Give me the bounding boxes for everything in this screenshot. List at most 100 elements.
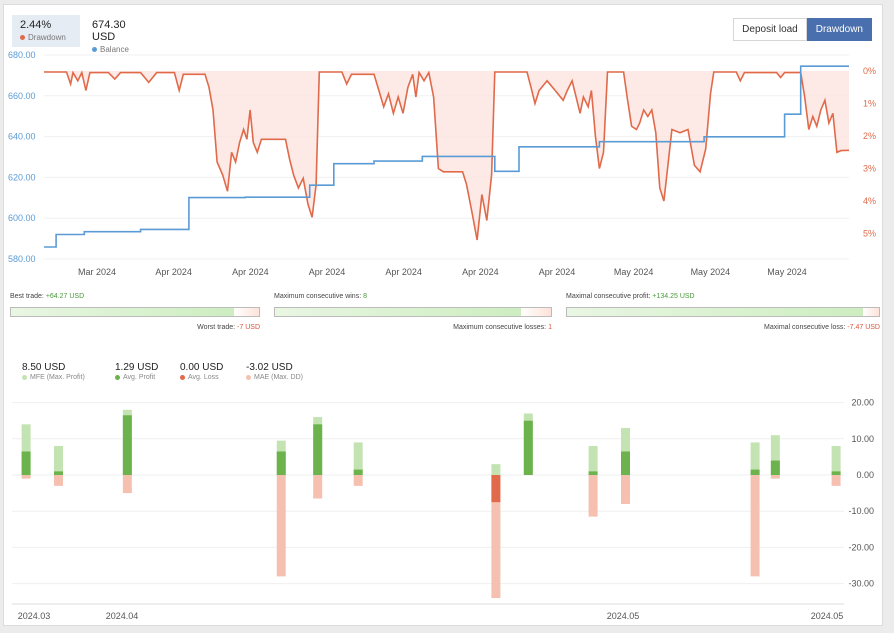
legend-avg-loss-value: 0.00 USD (180, 362, 224, 373)
mfe-bar (21, 424, 31, 475)
max-consec-losses-label: Maximum consecutive losses: (453, 324, 547, 331)
legend-mfe-label: MFE (Max. Profit) (30, 374, 85, 381)
x-axis-tick: Apr 2024 (539, 267, 576, 277)
x-axis-tick: 2024.05 (811, 611, 844, 621)
avg-profit-bar (831, 471, 841, 475)
x-axis-tick: May 2024 (691, 267, 731, 277)
max-consec-profit-label: Maximal consecutive profit: (566, 293, 651, 300)
best-trade-stat: Best trade: +64.27 USD (10, 293, 84, 300)
legend-mfe-dot (22, 375, 27, 380)
x-axis-tick: Mar 2024 (78, 267, 116, 277)
left-axis-tick: 620.00 (8, 172, 36, 182)
consec-amount-green (567, 308, 865, 316)
balance-label: Balance (100, 45, 129, 54)
legend-avg-profit-label: Avg. Profit (123, 374, 156, 381)
consec-amount-bar (566, 307, 880, 317)
y-axis-tick: 20.00 (851, 398, 874, 408)
balance-chip[interactable]: 674.30 USD Balance (84, 15, 154, 54)
mae-bar (122, 475, 132, 494)
legend-mfe[interactable]: 8.50 USD MFE (Max. Profit) (22, 362, 85, 381)
avg-profit-bar (750, 469, 760, 475)
avg-profit-bar (523, 420, 533, 475)
drawdown-chip[interactable]: 2.44% Drawdown (12, 15, 80, 47)
left-axis-tick: 640.00 (8, 132, 36, 142)
y-axis-tick: 0.00 (856, 470, 874, 480)
consec-count-green (275, 308, 522, 316)
mae-bar (621, 475, 630, 504)
max-consec-wins-stat: Maximum consecutive wins: 8 (274, 293, 367, 300)
consec-amount-red (863, 308, 879, 316)
legend-avg-loss[interactable]: 0.00 USD Avg. Loss (180, 362, 223, 381)
best-trade-label: Best trade: (10, 293, 44, 300)
balance-line (44, 65, 849, 248)
mae-bar (353, 475, 363, 486)
x-axis-tick: Apr 2024 (462, 267, 499, 277)
legend-avg-loss-label: Avg. Loss (188, 374, 219, 381)
y-axis-tick: -20.00 (848, 542, 874, 552)
max-consec-loss-label: Maximal consecutive loss: (764, 324, 846, 331)
avg-loss-bar (491, 475, 501, 503)
worst-trade-stat: Worst trade: -7 USD (10, 324, 260, 331)
legend-mae-dot (246, 375, 251, 380)
drawdown-area (44, 71, 849, 240)
legend-avg-profit-dot (115, 375, 120, 380)
consec-count-red (520, 308, 551, 316)
avg-profit-bar (122, 415, 132, 475)
drawdown-line (44, 70, 850, 241)
avg-profit-bar (588, 471, 598, 475)
legend-mae-label: MAE (Max. DD) (254, 374, 303, 381)
max-consec-wins-value: 8 (363, 293, 367, 300)
worst-trade-value: -7 USD (237, 324, 260, 331)
mae-bar (750, 475, 760, 577)
avg-profit-bar (353, 469, 363, 475)
best-worst-green (11, 308, 236, 316)
x-axis-tick: Apr 2024 (385, 267, 422, 277)
best-worst-red (234, 308, 259, 316)
x-axis-tick: Apr 2024 (155, 267, 192, 277)
mae-bar (313, 475, 323, 499)
mae-bar (831, 475, 841, 486)
max-consec-losses-value: 1 (548, 324, 552, 331)
legend-avg-profit[interactable]: 1.29 USD Avg. Profit (115, 362, 158, 381)
worst-trade-label: Worst trade: (197, 324, 236, 331)
mfe-mae-chart: 20.00 10.00 0.00 -10.00 -20.00 -30.00 2024.03 2… (12, 398, 874, 621)
mfe-bar (831, 446, 841, 475)
mae-bar (770, 475, 780, 479)
balance-drawdown-chart: 680.00 660.00 640.00 620.00 600.00 580.00 0% 1%… (8, 50, 876, 277)
right-axis-tick: 4% (863, 196, 876, 206)
right-axis-tick: 0% (863, 66, 876, 76)
legend-mfe-value: 8.50 USD (22, 362, 66, 373)
chart-mode-toggle: Deposit load Drawdown (733, 18, 872, 41)
mfe-bar (491, 464, 501, 475)
avg-profit-bar (770, 460, 780, 475)
deposit-load-button[interactable]: Deposit load (733, 18, 807, 41)
drawdown-value: 2.44% (20, 19, 52, 31)
max-consec-profit-value: +134.25 USD (652, 293, 695, 300)
balance-dot (92, 47, 97, 52)
left-axis-tick: 680.00 (8, 50, 36, 60)
legend-mae[interactable]: -3.02 USD MAE (Max. DD) (246, 362, 303, 381)
mfe-bar (54, 446, 63, 475)
mfe-bar (353, 442, 363, 475)
drawdown-button[interactable]: Drawdown (806, 18, 872, 41)
best-worst-bar (10, 307, 260, 317)
y-axis-tick: -10.00 (848, 506, 874, 516)
max-consec-profit-stat: Maximal consecutive profit: +134.25 USD (566, 293, 695, 300)
x-axis-tick: May 2024 (614, 267, 654, 277)
max-consec-loss-value: -7.47 USD (847, 324, 880, 331)
x-axis-tick: Apr 2024 (232, 267, 269, 277)
legend-mae-value: -3.02 USD (246, 362, 293, 373)
max-consec-loss-stat: Maximal consecutive loss: -7.47 USD (566, 324, 880, 331)
max-consec-wins-label: Maximum consecutive wins: (274, 293, 362, 300)
left-axis-tick: 600.00 (8, 213, 36, 223)
avg-profit-bar (313, 424, 323, 475)
mfe-bar (588, 446, 598, 475)
mfe-bar (770, 435, 780, 475)
x-axis-tick: 2024.05 (607, 611, 640, 621)
right-axis-tick: 1% (863, 99, 876, 109)
y-axis-tick: 10.00 (851, 434, 874, 444)
left-axis-tick: 660.00 (8, 91, 36, 101)
left-axis-tick: 580.00 (8, 254, 36, 264)
right-axis-tick: 5% (863, 229, 876, 239)
avg-profit-bar (21, 451, 31, 475)
